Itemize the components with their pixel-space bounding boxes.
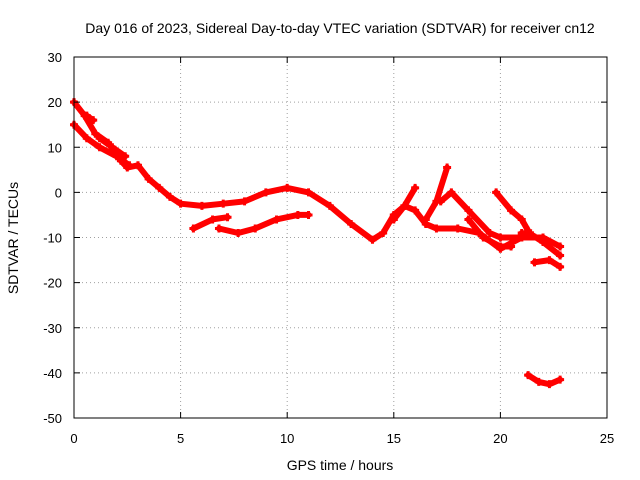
data-point [223,213,232,222]
data-point [556,375,565,384]
data-point [400,201,409,210]
data-point [545,256,554,265]
data-point [272,215,281,224]
x-axis-label: GPS time / hours [287,457,394,473]
data-point [133,161,142,170]
series-arc-11 [493,189,532,234]
y-tick-label: 0 [55,185,62,200]
x-tick-label: 15 [387,431,401,446]
y-tick-label: -20 [43,276,62,291]
data-point [436,197,445,206]
data-point [556,262,565,271]
data-point [197,201,206,210]
data-point [534,377,543,386]
data-point [240,197,249,206]
data-point [165,192,174,201]
data-point [91,129,100,138]
data-point [121,152,130,161]
x-tick-label: 20 [493,431,507,446]
series-arc-10 [465,216,515,250]
data-point [517,228,526,237]
data-point [219,199,228,208]
data-point [447,188,456,197]
data-point [234,228,243,237]
data-point [485,228,494,237]
x-tick-label: 10 [280,431,294,446]
data-series [70,98,565,389]
data-point [155,183,164,192]
data-point [108,143,117,152]
y-axis-label: SDTVAR / TECUs [5,182,21,294]
data-point [261,188,270,197]
data-point [189,224,198,233]
data-point [325,201,334,210]
data-point [411,183,420,192]
y-tick-label: -10 [43,231,62,246]
data-point [347,219,356,228]
data-point [304,188,313,197]
data-point [528,231,537,240]
data-point [524,371,533,380]
data-point [556,242,565,251]
data-point [251,224,260,233]
series-arc-12 [518,230,564,259]
data-point [507,242,516,251]
axis-ticks: 0 5 10 15 20 25 30 20 10 0 -10 -20 -30 -40 -50 [43,50,614,446]
data-point [208,215,217,224]
series-arc-6 [216,211,312,236]
data-point [411,206,420,215]
data-point [389,215,398,224]
x-tick-label: 25 [600,431,614,446]
data-point [368,235,377,244]
data-point [545,380,554,389]
data-point [464,215,473,224]
series-arc-1 [71,99,525,252]
data-point [453,224,462,233]
data-point [539,238,548,247]
data-point [214,224,223,233]
y-tick-label: -40 [43,366,62,381]
data-point [443,163,452,172]
series-arc-2 [71,121,133,169]
y-tick-label: -30 [43,321,62,336]
y-tick-label: 10 [48,140,62,155]
series-arc-8 [422,164,451,223]
data-point [464,206,473,215]
y-tick-label: -50 [43,411,62,426]
y-tick-label: 30 [48,50,62,65]
data-point [304,210,313,219]
data-point [82,134,91,143]
data-point [89,116,98,125]
x-tick-label: 5 [177,431,184,446]
data-point [496,242,505,251]
data-point [517,215,526,224]
data-point [125,161,134,170]
data-point [82,111,91,120]
data-point [492,188,501,197]
data-point [530,258,539,267]
data-point [144,174,153,183]
data-point [293,210,302,219]
data-point [421,215,430,224]
data-point [379,228,388,237]
data-point [176,199,185,208]
data-point [283,183,292,192]
data-point [479,233,488,242]
data-point [496,233,505,242]
x-tick-label: 0 [70,431,77,446]
data-point [432,224,441,233]
y-tick-label: 20 [48,95,62,110]
data-point [95,134,104,143]
chart-title: Day 016 of 2023, Sidereal Day-to-day VTE… [85,20,595,36]
data-point [507,206,516,215]
data-point [95,143,104,152]
data-point [556,251,565,260]
series-arc-14 [525,372,564,388]
